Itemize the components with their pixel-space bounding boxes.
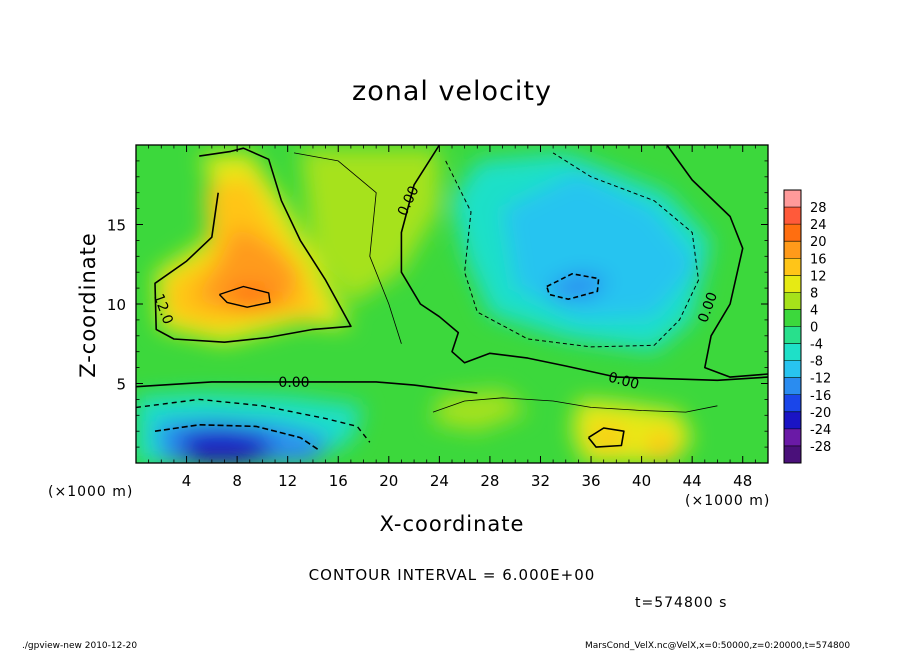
y-tick-label: 5	[116, 376, 126, 394]
contour-zero-right	[666, 145, 768, 378]
contour-interval-note: CONTOUR INTERVAL = 6.000E+00	[308, 566, 596, 584]
y-axis-unit: (×1000 m)	[48, 484, 134, 500]
y-tick-label: 10	[107, 296, 126, 314]
contour-neg12-right	[546, 273, 600, 300]
footer-left: ./gpview-new 2010-12-20	[22, 641, 138, 651]
colorbar-swatch	[784, 445, 801, 464]
contour-label-3: 0.00	[607, 370, 641, 394]
colorbar-swatch	[784, 224, 801, 242]
colorbar-swatch	[784, 411, 801, 430]
x-tick-label: 24	[430, 472, 449, 490]
colorbar-label: 24	[810, 218, 827, 233]
colorbar-label: -4	[810, 338, 823, 353]
x-tick-label: 28	[480, 472, 499, 490]
colorbar-label: 20	[810, 235, 827, 250]
colorbar-label: 0	[810, 321, 818, 336]
y-tick-label: 15	[107, 217, 126, 235]
contour-12-bottom-right-a	[587, 427, 625, 448]
contour-6-thin	[293, 152, 402, 344]
contour-zero-upper-left	[154, 147, 352, 343]
colorbar-swatch	[784, 258, 801, 276]
x-tick-label: 40	[632, 472, 651, 490]
x-axis-label: X-coordinate	[379, 512, 525, 536]
colorbar-label: 8	[810, 286, 818, 301]
colorbar-label: -20	[810, 406, 831, 421]
time-label: t=574800 s	[635, 595, 728, 611]
colorbar-swatch	[784, 360, 801, 379]
x-tick-label: 16	[329, 472, 348, 490]
contour-6-bottom	[432, 397, 718, 413]
colorbar-swatch	[784, 343, 801, 362]
contour-zero-middle	[400, 145, 768, 382]
x-axis-unit: (×1000 m)	[685, 493, 771, 509]
colorbar-swatch	[784, 275, 801, 293]
x-tick-label: 4	[182, 472, 192, 490]
field-shading	[136, 148, 712, 463]
colorbar-label: 16	[810, 252, 827, 267]
field-top-middle-positive	[300, 148, 440, 304]
colorbar-label: -24	[810, 423, 831, 438]
colorbar-swatch	[784, 377, 801, 396]
chart-title: zonal velocity	[352, 76, 552, 107]
x-tick-label: 36	[581, 472, 600, 490]
x-tick-label: 48	[733, 472, 752, 490]
colorbar-swatch	[784, 394, 801, 413]
colorbar-label: 12	[810, 269, 827, 284]
x-tick-label: 8	[232, 472, 242, 490]
colorbar: 28 24 20 16 12 8 4 0 -4 -8 -12 -16 -20 -24 -28	[783, 189, 831, 464]
field-bottom-right-strong-2	[646, 432, 675, 459]
x-tick-label: 32	[531, 472, 550, 490]
colorbar-label: 4	[810, 303, 818, 318]
contour-neg6-lower	[136, 398, 371, 443]
velocity-field	[136, 145, 768, 463]
x-tick-label: 44	[683, 472, 702, 490]
field-right-strong	[502, 172, 699, 320]
field-upper-left-core	[192, 224, 301, 312]
field-right-core	[546, 272, 610, 300]
colorbar-swatch	[784, 428, 801, 447]
contour-neg12-lower	[154, 424, 320, 451]
contour-12-closed	[218, 285, 271, 308]
field-lower-left-core	[180, 428, 275, 463]
colorbar-swatch	[784, 309, 801, 327]
colorbar-swatch	[784, 241, 801, 259]
colorbar-swatch	[784, 190, 801, 208]
field-center-bottom-positive	[433, 389, 528, 432]
x-tick-label: 20	[379, 472, 398, 490]
colorbar-label: -16	[810, 389, 831, 404]
x-tick-label: 12	[278, 472, 297, 490]
footer-right: MarsCond_VelX.nc@VelX,x=0:50000,z=0:2000…	[585, 641, 851, 651]
contour-zero-horizontal	[136, 381, 478, 394]
colorbar-swatch	[784, 326, 801, 344]
colorbar-swatch	[784, 292, 801, 310]
colorbar-label: -12	[810, 372, 831, 387]
contour-label-2: 0.00	[278, 375, 309, 391]
colorbar-label: -28	[810, 440, 831, 455]
field-bottom-right-strong	[591, 426, 627, 449]
colorbar-label: -8	[810, 355, 823, 370]
contour-neg6-right	[445, 152, 699, 348]
colorbar-swatch	[784, 207, 801, 225]
colorbar-label: 28	[810, 201, 827, 216]
